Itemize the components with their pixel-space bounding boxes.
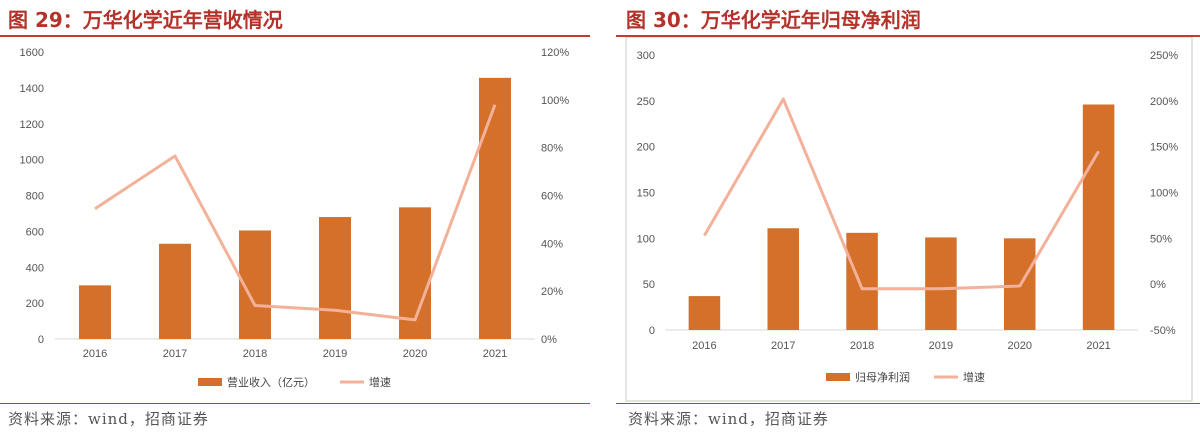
right-axis-tick-label: -50% [1150,325,1176,337]
figure-29-source: 资料来源：wind，招商证券 [8,410,209,428]
category-label: 2021 [483,348,507,360]
bar [319,217,351,339]
category-label: 2018 [243,348,267,360]
right-axis-tick-label: 200% [1150,96,1178,108]
bar [846,232,878,330]
left-axis-tick-label: 1000 [20,155,44,167]
right-axis-tick-label: 20% [541,286,563,298]
legend-bar-label: 营业收入（亿元） [227,375,315,389]
bar [688,296,721,330]
category-label: 2020 [403,348,427,360]
right-axis-tick-label: 60% [541,191,563,203]
right-axis-tick-label: 0% [541,334,557,346]
figure-29-bottom-rule [0,403,590,404]
bar [1082,104,1115,330]
category-label: 2017 [771,340,795,352]
left-axis-tick-label: 100 [637,233,655,245]
right-axis-tick-label: 80% [541,143,563,155]
category-label: 2019 [929,340,953,352]
left-axis-tick-label: 1200 [20,119,44,131]
figure-30-title-rule [616,35,1200,37]
bar [925,237,957,330]
left-axis-tick-label: 400 [26,262,44,274]
figure-30-panel: 图 30：万华化学近年归母净利润 0 50 100 150 200 250 300 -50% 0… [616,0,1200,437]
figure-29-title: 图 29：万华化学近年营收情况 [8,8,283,32]
revenue-chart: 0 200 400 600 800 1000 1200 1400 1600 0% 20% 40% 60%… [20,47,570,389]
left-axis-tick-label: 150 [637,188,655,200]
left-axis-tick-label: 200 [26,298,44,310]
growth-rate-line [703,97,1100,291]
left-axis-tick-label: 300 [637,50,655,62]
figure-30-source: 资料来源：wind，招商证券 [628,410,829,428]
right-axis-tick-label: 100% [1150,188,1178,200]
right-axis-tick-label: 150% [1150,142,1178,154]
right-axis-tick-label: 100% [541,95,569,107]
figure-30-title: 图 30：万华化学近年归母净利润 [626,8,921,32]
left-axis-tick-label: 250 [637,96,655,108]
left-axis-tick-label: 50 [643,279,655,291]
bar [479,77,511,339]
legend-line-label: 增速 [369,375,391,389]
category-label: 2021 [1086,340,1110,352]
category-label: 2020 [1008,340,1032,352]
right-axis-tick-label: 40% [541,238,563,250]
right-axis-tick-label: 50% [1150,233,1172,245]
left-axis-tick-label: 0 [38,334,44,346]
left-axis-tick-label: 0 [649,325,655,337]
category-label: 2019 [323,348,347,360]
legend-line-label: 增速 [963,370,985,384]
category-label: 2018 [850,340,874,352]
right-axis-tick-label: 250% [1150,50,1178,62]
bar [767,228,800,330]
category-label: 2016 [692,340,716,352]
right-axis-tick-label: 120% [541,47,569,59]
left-axis-tick-label: 1600 [20,47,44,59]
left-axis-tick-label: 800 [26,191,44,203]
bar [79,285,111,339]
growth-rate-line [94,104,497,322]
figure-30-bottom-rule [616,403,1200,404]
figure-29-title-rule [0,35,590,37]
left-axis-tick-label: 200 [637,142,655,154]
legend-bar-swatch [198,378,222,386]
category-label: 2017 [163,348,187,360]
category-label: 2016 [83,348,107,360]
left-axis-tick-label: 600 [26,226,44,238]
bar [159,243,191,339]
right-axis-tick-label: 0% [1150,279,1166,291]
figure-29-panel: 图 29：万华化学近年营收情况 0 200 400 600 800 1000 1200 140… [0,0,590,437]
net-profit-chart: 0 50 100 150 200 250 300 -50% 0% 50% 100% 150% 200% 2… [625,37,1193,402]
legend-bar-label: 归母净利润 [855,370,910,384]
legend-bar-swatch [826,373,850,381]
chart-frame [625,37,1193,402]
left-axis-tick-label: 1400 [20,83,44,95]
